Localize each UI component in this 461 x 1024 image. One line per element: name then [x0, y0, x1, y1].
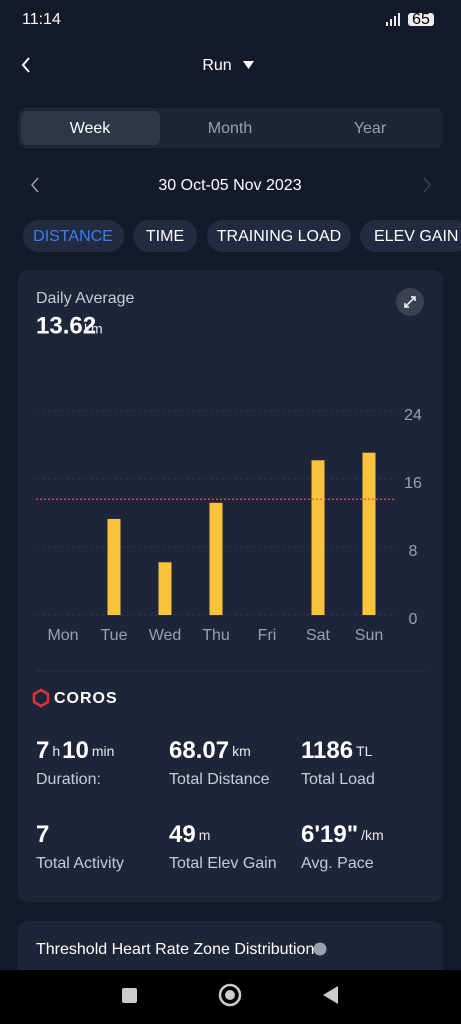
clock: 11:14: [22, 11, 61, 28]
tab[interactable]: Year: [354, 120, 387, 137]
bar: [209, 502, 223, 615]
x-tick-label: Mon: [47, 627, 78, 644]
bar: [107, 518, 121, 615]
stat-label: Total Distance: [169, 771, 270, 788]
tab[interactable]: Week: [70, 120, 112, 137]
next-button[interactable]: [423, 177, 431, 193]
stat-label: Total Load: [301, 771, 375, 788]
stat-value: 49 m: [169, 821, 210, 848]
info-icon[interactable]: [313, 942, 327, 956]
stat-label: Avg. Pace: [301, 855, 374, 872]
signal: [386, 13, 400, 26]
expand-icon: [404, 296, 416, 308]
y-tick-label: 0: [409, 611, 418, 628]
back-nav[interactable]: [323, 986, 338, 1004]
brand-logo: [32, 688, 50, 708]
stat-label: Duration:: [36, 771, 101, 788]
stat-unit: m: [199, 827, 211, 843]
y-tick-label: 24: [404, 407, 422, 424]
metric-pill[interactable]: [133, 220, 197, 252]
sport-title[interactable]: Run: [202, 57, 231, 74]
metric-pill[interactable]: [23, 220, 124, 252]
stat-value: 6'19"/km: [301, 821, 384, 848]
stat-value: 68.07 km: [169, 737, 251, 764]
x-tick-label: Sun: [355, 627, 383, 644]
y-tick-label: 16: [404, 475, 422, 492]
stat-label: Total Activity: [36, 855, 124, 872]
stat-unit: /km: [361, 827, 384, 843]
card: [18, 270, 443, 902]
stat-value: 1186 TL: [301, 737, 373, 764]
x-tick-label: Tue: [101, 627, 128, 644]
back-button[interactable]: [21, 57, 30, 73]
metric-pill[interactable]: [207, 220, 351, 252]
stat-number: 7: [36, 821, 49, 848]
metric-tab[interactable]: TIME: [146, 228, 184, 245]
x-tick-label: Sat: [306, 627, 331, 644]
metric-tab[interactable]: ELEV GAIN: [374, 228, 458, 245]
date-range: 30 Oct-05 Nov 2023: [158, 177, 301, 194]
battery-level: 65: [412, 11, 430, 28]
selected-tab: [21, 111, 160, 145]
prev-button[interactable]: [31, 177, 39, 193]
stat-number: 6'19": [301, 821, 358, 848]
recent-button[interactable]: [122, 988, 137, 1003]
section-title: Threshold Heart Rate Zone Distribution: [36, 941, 314, 958]
battery: [408, 13, 434, 26]
metric-tab[interactable]: TRAINING LOAD: [217, 228, 341, 245]
bar: [362, 452, 376, 615]
chart: 0 8 16 24 Mon Tue Wed Thu Fri Sat Sun: [36, 407, 422, 644]
x-tick-label: Thu: [202, 627, 230, 644]
stat-number: 7: [36, 737, 49, 764]
brand: COROS: [54, 690, 118, 707]
home-button[interactable]: [218, 983, 242, 1007]
stat-unit: km: [232, 743, 251, 759]
stat-unit: TL: [356, 743, 373, 759]
metric-tab[interactable]: DISTANCE: [33, 228, 113, 245]
bar: [311, 460, 325, 615]
tab[interactable]: Month: [208, 120, 252, 137]
stat-unit: min: [92, 743, 115, 759]
stat-number: 68.07: [169, 737, 229, 764]
stat-number: 1186: [301, 737, 353, 764]
summary-value: 13.62: [36, 312, 96, 339]
bar: [158, 562, 172, 615]
stat-value: 7: [36, 821, 49, 848]
stat-number: 10: [62, 737, 89, 764]
stat-label: Total Elev Gain: [169, 855, 277, 872]
dropdown-icon[interactable]: [243, 61, 254, 69]
stat-number: 49: [169, 821, 196, 848]
stat-value: 7 h10 min: [36, 737, 114, 764]
stat-unit: h: [52, 743, 60, 759]
home-dot: [225, 990, 235, 1000]
summary-label: Daily Average: [36, 290, 135, 307]
metric-pill[interactable]: [360, 220, 461, 252]
x-tick-label: Fri: [258, 627, 277, 644]
summary-unit: km: [84, 321, 103, 337]
y-tick-label: 8: [409, 543, 418, 560]
x-tick-label: Wed: [149, 627, 182, 644]
